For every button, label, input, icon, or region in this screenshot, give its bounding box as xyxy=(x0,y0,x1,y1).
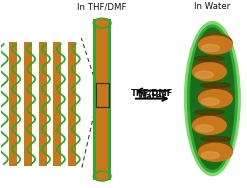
Ellipse shape xyxy=(202,98,219,105)
Ellipse shape xyxy=(194,56,224,61)
Ellipse shape xyxy=(199,141,232,160)
Ellipse shape xyxy=(199,143,232,161)
Text: THF/DMF: THF/DMF xyxy=(131,89,173,98)
Ellipse shape xyxy=(93,171,111,181)
Text: Water: Water xyxy=(138,92,167,101)
Ellipse shape xyxy=(192,60,226,79)
Bar xyxy=(9,42,17,166)
Bar xyxy=(93,19,111,180)
Ellipse shape xyxy=(187,25,237,172)
Ellipse shape xyxy=(185,22,240,176)
Bar xyxy=(24,42,32,166)
Ellipse shape xyxy=(96,173,108,180)
Ellipse shape xyxy=(199,90,232,108)
Ellipse shape xyxy=(192,117,226,134)
Bar xyxy=(54,42,62,166)
Ellipse shape xyxy=(192,114,226,133)
Ellipse shape xyxy=(199,33,232,52)
Bar xyxy=(96,22,108,177)
Ellipse shape xyxy=(202,44,219,52)
Ellipse shape xyxy=(190,28,234,169)
Ellipse shape xyxy=(199,87,232,106)
Bar xyxy=(39,42,46,166)
Bar xyxy=(96,83,109,107)
Bar xyxy=(68,42,76,166)
Ellipse shape xyxy=(96,20,108,27)
Text: In Water: In Water xyxy=(194,2,230,11)
Ellipse shape xyxy=(195,125,213,132)
Ellipse shape xyxy=(202,152,219,159)
Ellipse shape xyxy=(201,83,230,88)
Ellipse shape xyxy=(195,71,213,78)
Text: In THF/DMF: In THF/DMF xyxy=(77,2,127,11)
Ellipse shape xyxy=(194,110,224,114)
Ellipse shape xyxy=(93,18,111,28)
Ellipse shape xyxy=(201,136,230,141)
Ellipse shape xyxy=(192,63,226,81)
Ellipse shape xyxy=(199,36,232,54)
